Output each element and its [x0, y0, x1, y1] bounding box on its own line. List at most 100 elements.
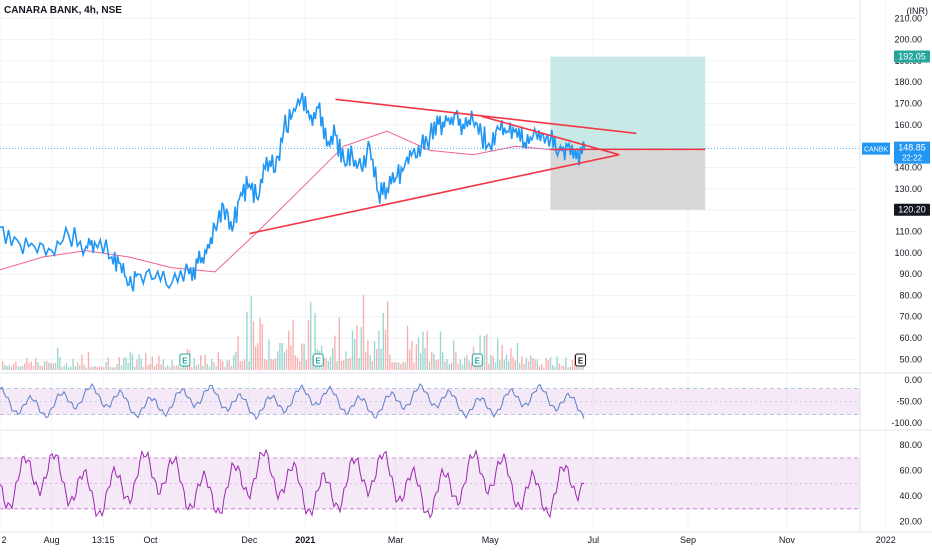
volume-bar: [178, 365, 180, 370]
y-tick-label: 200.00: [894, 35, 922, 45]
trendline: [335, 98, 637, 135]
volume-bar: [145, 353, 147, 370]
symbol-tag: CANBK: [862, 142, 890, 155]
x-tick-label: Sep: [680, 535, 696, 545]
volume-bar: [235, 351, 237, 370]
volume-bar: [354, 339, 356, 370]
volume-bar: [24, 363, 26, 370]
y-tick-label: 70.00: [899, 312, 922, 322]
volume-bar: [525, 357, 527, 370]
volume-bar: [228, 360, 230, 370]
volume-bar: [81, 354, 83, 370]
volume-bar: [424, 347, 426, 370]
volume-bar: [442, 352, 444, 370]
volume-bar: [114, 367, 116, 370]
volume-bar: [28, 363, 30, 370]
volume-bar: [160, 364, 162, 370]
volume-bar: [521, 356, 523, 370]
volume-bar: [32, 365, 35, 370]
volume-bar: [547, 359, 549, 370]
volume-bar: [323, 358, 325, 370]
volume-bar: [382, 313, 384, 370]
volume-bar: [98, 366, 101, 370]
volume-bar: [327, 360, 329, 370]
volume-bar: [448, 364, 450, 370]
volume-bar: [129, 351, 131, 370]
volume-bar: [151, 356, 153, 370]
volume-bar: [483, 335, 486, 370]
volume-bar: [426, 331, 428, 370]
volume-bar: [367, 340, 369, 370]
volume-bar: [393, 362, 395, 370]
volume-bar: [519, 362, 521, 370]
volume-bar: [109, 366, 112, 370]
volume-bar: [103, 367, 105, 370]
volume-bar: [35, 358, 37, 370]
volume-bar: [248, 361, 250, 370]
volume-bar: [164, 367, 167, 370]
volume-bar: [365, 352, 367, 370]
volume-bar: [142, 367, 145, 370]
volume-bar: [237, 336, 239, 370]
volume-bar: [347, 358, 349, 370]
volume-bar: [96, 367, 98, 370]
volume-bar: [406, 325, 409, 370]
y-tick-label: 140.00: [894, 162, 922, 172]
stop-price-tag-text: 120.20: [898, 205, 926, 215]
oscillator-2-tick-label: 40.00: [899, 491, 922, 501]
volume-bar: [162, 359, 164, 370]
volume-bar: [303, 344, 305, 370]
volume-bar: [180, 367, 182, 370]
volume-bar: [299, 361, 301, 370]
volume-bar: [285, 349, 288, 370]
volume-bar: [351, 330, 354, 370]
volume-bar: [492, 356, 494, 370]
volume-bar: [87, 352, 90, 370]
moving-average-line: [0, 130, 585, 273]
volume-bar: [61, 367, 63, 370]
volume-bar: [54, 362, 57, 370]
y-tick-label: 180.00: [894, 77, 922, 87]
volume-bar: [215, 366, 217, 370]
volume-bar: [43, 361, 46, 370]
volume-bar: [226, 360, 228, 370]
volume-bar: [296, 357, 299, 370]
volume-bar: [549, 357, 552, 370]
volume-bar: [83, 364, 85, 370]
volume-bar: [378, 330, 380, 370]
volume-bar: [371, 361, 373, 370]
volume-bar: [279, 342, 281, 370]
volume-bar: [314, 313, 316, 370]
x-tick-label: 13:15: [92, 535, 115, 545]
oscillator-2-tick-label: 60.00: [899, 466, 922, 476]
volume-bar: [290, 345, 292, 370]
volume-bar: [206, 363, 208, 370]
y-tick-label: 210.00: [894, 13, 922, 23]
volume-bar: [184, 365, 186, 370]
volume-bar: [340, 360, 343, 370]
volume-bar: [332, 347, 334, 370]
last-price-countdown: 22:22: [902, 154, 923, 163]
y-tick-label: 50.00: [899, 354, 922, 364]
volume-bar: [512, 356, 514, 370]
y-tick-label: 130.00: [894, 184, 922, 194]
volume-bar: [13, 364, 15, 370]
last-price-value: 148.85: [898, 143, 926, 153]
volume-bar: [294, 355, 296, 370]
volume-bar: [422, 331, 424, 370]
volume-bar: [10, 366, 13, 370]
volume-bar: [373, 341, 376, 370]
volume-bar: [490, 354, 492, 370]
volume-bar: [574, 354, 576, 370]
volume-bar: [534, 359, 536, 370]
volume-bar: [241, 361, 244, 370]
volume-bar: [211, 358, 213, 370]
earnings-marker: E: [575, 353, 586, 367]
volume-bar: [466, 355, 468, 370]
volume-bar: [435, 360, 437, 370]
volume-bar: [560, 365, 563, 370]
volume-bar: [138, 354, 140, 370]
volume-bar: [57, 347, 59, 370]
